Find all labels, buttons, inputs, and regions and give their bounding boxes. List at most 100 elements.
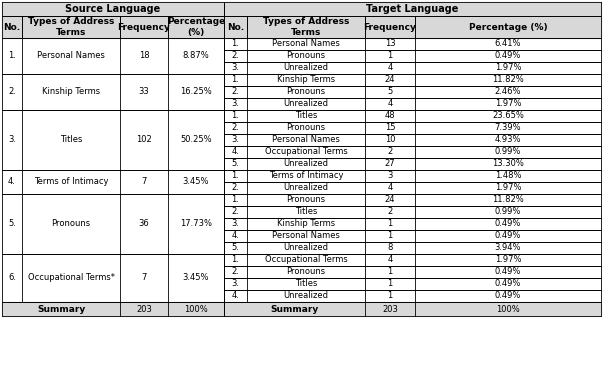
Text: 16.25%: 16.25% [180,87,212,96]
Text: 0.49%: 0.49% [495,279,521,288]
Text: Kinship Terms: Kinship Terms [277,76,335,85]
Text: 3.94%: 3.94% [494,243,521,253]
Text: Pronouns: Pronouns [51,220,90,228]
Text: No.: No. [227,23,244,31]
Text: 100%: 100% [496,305,520,313]
Text: 1.97%: 1.97% [494,99,521,108]
Text: 4: 4 [387,256,393,265]
Text: Personal Names: Personal Names [272,135,340,144]
Text: Kinship Terms: Kinship Terms [277,220,335,228]
Text: 3.: 3. [232,279,239,288]
Text: Percentage (%): Percentage (%) [469,23,548,31]
Text: 23.65%: 23.65% [492,112,524,121]
Text: 1: 1 [387,279,393,288]
Text: 3: 3 [387,172,393,181]
Text: 5.: 5. [8,220,16,228]
Polygon shape [2,302,224,316]
Text: 4: 4 [387,183,393,192]
Text: Personal Names: Personal Names [272,39,340,48]
Text: Terms of Intimacy: Terms of Intimacy [269,172,343,181]
Text: Source Language: Source Language [65,4,160,14]
Text: Titles: Titles [295,279,317,288]
Text: 18: 18 [139,51,150,60]
Text: 102: 102 [136,135,152,144]
Text: Summary: Summary [270,305,318,313]
Text: Titles: Titles [295,112,317,121]
Text: 0.99%: 0.99% [495,147,521,156]
Text: 2.46%: 2.46% [494,87,521,96]
Text: 0.99%: 0.99% [495,208,521,217]
Text: 2: 2 [387,147,393,156]
Polygon shape [2,2,224,16]
Text: Titles: Titles [60,135,82,144]
Text: 3.45%: 3.45% [183,178,209,186]
Text: Pronouns: Pronouns [286,124,326,133]
Text: 1.: 1. [8,51,16,60]
Text: Target Language: Target Language [366,4,459,14]
Polygon shape [120,16,168,38]
Text: 0.49%: 0.49% [495,231,521,240]
Text: 33: 33 [139,87,150,96]
Text: 4.: 4. [232,231,239,240]
Text: 5: 5 [387,87,393,96]
Text: 100%: 100% [184,305,208,313]
Text: 10: 10 [385,135,395,144]
Text: Pronouns: Pronouns [286,51,326,60]
Text: 0.49%: 0.49% [495,268,521,276]
Text: 7.39%: 7.39% [494,124,522,133]
Text: Titles: Titles [295,208,317,217]
Text: 3.: 3. [232,220,239,228]
Text: No.: No. [4,23,21,31]
Text: 4.: 4. [232,291,239,301]
Polygon shape [224,2,601,16]
Text: 1.97%: 1.97% [494,183,521,192]
Text: 203: 203 [136,305,152,313]
Text: 8: 8 [387,243,393,253]
Text: Frequency: Frequency [364,23,417,31]
Text: Pronouns: Pronouns [286,195,326,204]
Text: Pronouns: Pronouns [286,268,326,276]
Text: 3.45%: 3.45% [183,274,209,282]
Text: Occupational Terms: Occupational Terms [265,256,347,265]
Text: 3.: 3. [8,135,16,144]
Text: 36: 36 [139,220,150,228]
Text: Personal Names: Personal Names [272,231,340,240]
Text: 6.41%: 6.41% [494,39,521,48]
Text: 3.: 3. [232,99,239,108]
Text: 3.: 3. [232,64,239,73]
Text: 4.: 4. [232,147,239,156]
Text: 24: 24 [385,195,395,204]
Text: 5.: 5. [232,160,239,169]
Text: 2.: 2. [232,51,239,60]
Text: 2.: 2. [232,268,239,276]
Polygon shape [2,16,22,38]
Polygon shape [168,16,224,38]
Polygon shape [224,302,601,316]
Text: Unrealized: Unrealized [283,291,329,301]
Text: 4.: 4. [8,178,16,186]
Text: 1: 1 [387,51,393,60]
Text: 1.: 1. [232,112,239,121]
Text: 4: 4 [387,64,393,73]
Text: Percentage
(%): Percentage (%) [167,17,225,37]
Text: 11.82%: 11.82% [492,195,524,204]
Text: 0.49%: 0.49% [495,51,521,60]
Text: 6.: 6. [8,274,16,282]
Text: 1: 1 [387,268,393,276]
Text: Occupational Terms: Occupational Terms [265,147,347,156]
Text: 24: 24 [385,76,395,85]
Text: 2.: 2. [8,87,16,96]
Text: 1.: 1. [232,76,239,85]
Text: 1.: 1. [232,172,239,181]
Text: 15: 15 [385,124,395,133]
Text: 7: 7 [141,274,147,282]
Text: 13.30%: 13.30% [492,160,524,169]
Text: Personal Names: Personal Names [37,51,105,60]
Text: 1.48%: 1.48% [494,172,521,181]
Text: 1: 1 [387,220,393,228]
Text: 50.25%: 50.25% [180,135,212,144]
Text: 4.93%: 4.93% [494,135,521,144]
Text: Unrealized: Unrealized [283,183,329,192]
Text: Frequency: Frequency [118,23,171,31]
Text: 0.49%: 0.49% [495,291,521,301]
